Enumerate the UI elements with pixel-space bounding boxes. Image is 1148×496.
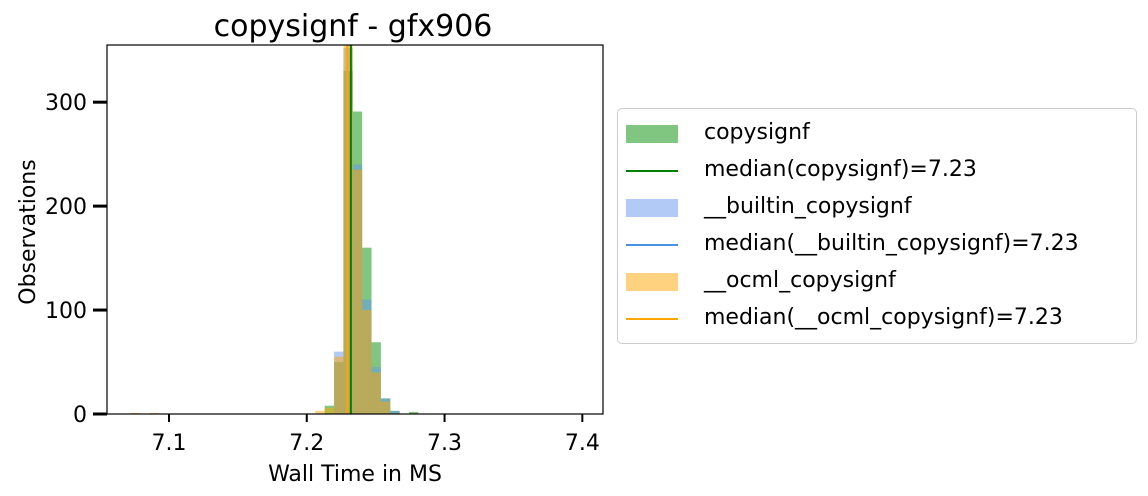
legend-label: median(__ocml_copysignf)=7.23 bbox=[704, 305, 1063, 330]
y-tick-label: 100 bbox=[45, 299, 87, 324]
legend-entry: __builtin_copysignf bbox=[618, 190, 1136, 226]
legend-label: copysignf bbox=[704, 120, 810, 145]
legend-line-swatch bbox=[626, 170, 678, 172]
x-tick-label: 7.2 bbox=[289, 431, 324, 456]
plot-frame bbox=[106, 44, 604, 415]
bar-ocmlcopysignf-8 bbox=[371, 372, 381, 414]
bar-copysignf-8 bbox=[409, 411, 419, 414]
bar-ocmlcopysignf-9 bbox=[380, 401, 391, 414]
chart-title: copysignf - gfx906 bbox=[214, 9, 493, 44]
legend: copysignf median(copysignf)=7.23 __builtin… bbox=[617, 108, 1137, 344]
y-tick-label: 200 bbox=[45, 195, 87, 220]
median-lines-layer bbox=[346, 45, 352, 414]
x-axis-ticks: 7.1 7.2 7.3 7.4 bbox=[152, 414, 600, 456]
bar-ocmlcopysignf-2 bbox=[315, 410, 325, 414]
x-tick-label: 7.1 bbox=[152, 431, 187, 456]
bar-ocmlcopysignf-7 bbox=[362, 310, 372, 414]
y-axis-label: Observations bbox=[16, 159, 41, 304]
legend-entry: __ocml_copysignf bbox=[618, 264, 1136, 300]
y-tick-label: 0 bbox=[73, 403, 87, 428]
bar-builtincopysignf-6 bbox=[390, 410, 400, 414]
legend-line-swatch bbox=[626, 318, 678, 320]
y-axis-ticks: 0 100 200 300 bbox=[45, 91, 107, 428]
legend-patch-swatch bbox=[626, 273, 678, 291]
bar-ocmlcopysignf-4 bbox=[334, 356, 344, 414]
legend-label: __ocml_copysignf bbox=[704, 268, 896, 293]
legend-label: median(__builtin_copysignf)=7.23 bbox=[704, 231, 1079, 256]
legend-patch-swatch bbox=[626, 199, 678, 217]
legend-entry: copysignf bbox=[618, 116, 1136, 152]
legend-entry: median(__ocml_copysignf)=7.23 bbox=[618, 301, 1136, 337]
x-tick-label: 7.4 bbox=[565, 431, 600, 456]
legend-patch-swatch bbox=[626, 125, 678, 143]
bar-ocmlcopysignf-6 bbox=[352, 169, 363, 414]
x-axis-label: Wall Time in MS bbox=[268, 462, 442, 487]
legend-label: __builtin_copysignf bbox=[704, 194, 912, 219]
legend-label: median(copysignf)=7.23 bbox=[704, 157, 977, 182]
y-tick-label: 300 bbox=[45, 91, 87, 116]
legend-entry: median(copysignf)=7.23 bbox=[618, 153, 1136, 189]
legend-line-swatch bbox=[626, 244, 678, 246]
bars-layer bbox=[130, 45, 419, 415]
legend-entry: median(__builtin_copysignf)=7.23 bbox=[618, 227, 1136, 263]
bar-ocmlcopysignf-3 bbox=[324, 407, 335, 414]
x-tick-label: 7.3 bbox=[427, 431, 462, 456]
